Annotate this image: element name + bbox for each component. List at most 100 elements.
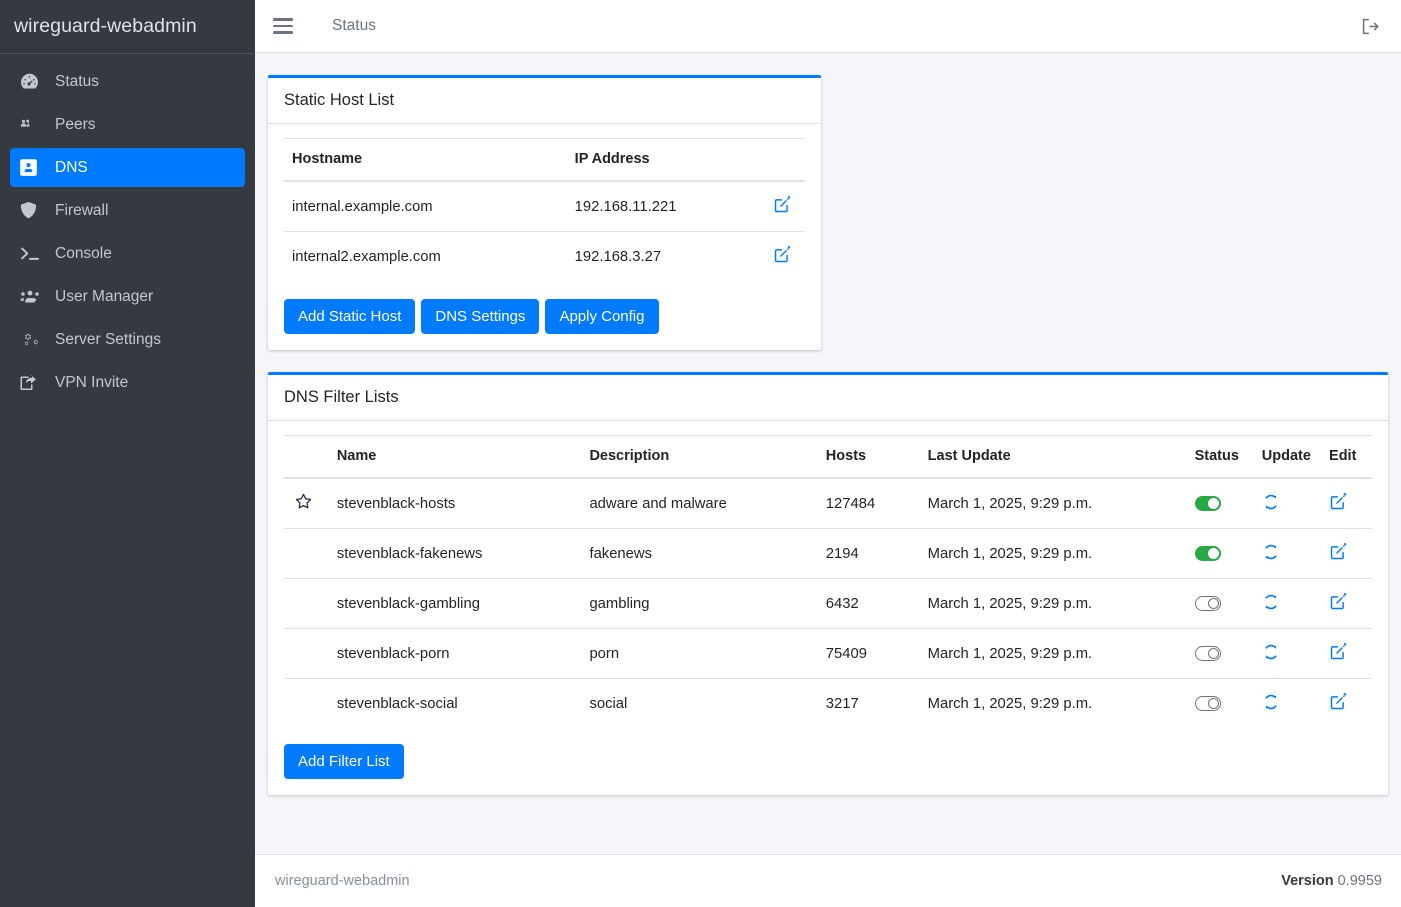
table-header-row: Hostname IP Address [284,138,805,182]
column-header-actions [765,138,805,182]
terminal-icon [20,245,46,263]
edit-icon[interactable] [1329,542,1348,561]
column-header-hosts: Hosts [817,435,920,479]
status-toggle[interactable] [1194,496,1221,512]
table-row: internal.example.com 192.168.11.221 [284,180,805,232]
cell-ip-address: 192.168.11.221 [566,180,766,232]
sidebar-item-label: Console [55,244,112,262]
status-toggle[interactable] [1194,546,1221,562]
cell-ip-address: 192.168.3.27 [566,231,766,281]
cell-name: stevenblack-gambling [328,578,582,629]
cell-status [1186,678,1254,728]
footer-version: Version 0.9959 [1281,873,1382,889]
refresh-icon[interactable] [1262,593,1280,611]
edit-icon[interactable] [1329,692,1348,711]
add-filter-list-button[interactable]: Add Filter List [284,744,404,779]
cell-favorite [284,528,329,579]
dns-filter-actions: Add Filter List [284,744,1372,779]
table-row: stevenblack-fakenews fakenews 2194 March 1,… [284,528,1372,579]
apply-config-button[interactable]: Apply Config [545,299,659,334]
cell-update [1253,578,1322,629]
cell-hosts: 127484 [817,477,920,529]
edit-icon[interactable] [773,195,792,214]
refresh-icon[interactable] [1262,693,1280,711]
sidebar-item-console[interactable]: Console [10,234,245,273]
cell-edit [1321,678,1372,728]
edit-icon[interactable] [1329,492,1348,511]
sidebar-item-label: Server Settings [55,330,161,348]
topbar-title[interactable]: Status [332,17,376,34]
brand-title: wireguard-webadmin [0,0,255,54]
sidebar-item-status[interactable]: Status [10,62,245,101]
cell-last-update: March 1, 2025, 9:29 p.m. [919,678,1187,728]
cell-favorite [284,477,329,529]
dns-settings-button[interactable]: DNS Settings [421,299,540,334]
peers-icon [20,116,46,134]
cell-update [1253,678,1322,728]
static-host-table-body: internal.example.com 192.168.11.221 inte… [284,180,805,281]
cell-actions [765,180,805,232]
cell-description: adware and malware [581,477,818,529]
share-square-icon [20,374,46,392]
cell-edit [1321,578,1372,629]
cell-status [1186,477,1254,529]
static-host-list-body: Hostname IP Address internal.example.com… [268,124,821,350]
table-row: stevenblack-porn porn 75409 March 1, 2025, … [284,628,1372,679]
cell-actions [765,231,805,281]
status-toggle[interactable] [1194,696,1221,712]
sidebar-nav: Status Peers DNS Firewall [0,54,255,406]
table-header-row: Name Description Hosts Last Update Statu… [284,435,1372,479]
sidebar-item-label: Firewall [55,201,109,219]
cell-update [1253,528,1322,579]
cell-status [1186,578,1254,629]
dns-filter-table-head: Name Description Hosts Last Update Statu… [284,435,1372,479]
add-static-host-button[interactable]: Add Static Host [284,299,416,334]
edit-icon[interactable] [1329,592,1348,611]
sidebar-item-peers[interactable]: Peers [10,105,245,144]
cell-name: stevenblack-fakenews [328,528,582,579]
star-icon[interactable] [294,492,313,511]
sidebar-item-firewall[interactable]: Firewall [10,191,245,230]
refresh-icon[interactable] [1262,643,1280,661]
sidebar-item-dns[interactable]: DNS [10,148,245,187]
dns-filter-lists-card: DNS Filter Lists Name Description Hosts … [268,372,1388,795]
column-header-ip-address: IP Address [566,138,766,182]
cell-name: stevenblack-social [328,678,582,728]
edit-icon[interactable] [773,245,792,264]
column-header-favorite [284,435,329,479]
edit-icon[interactable] [1329,642,1348,661]
sidebar-item-vpn-invite[interactable]: VPN Invite [10,363,245,402]
dns-filter-lists-header: DNS Filter Lists [268,375,1388,421]
shield-icon [20,202,46,220]
cell-name: stevenblack-hosts [328,477,582,529]
refresh-icon[interactable] [1262,543,1280,561]
cell-hosts: 75409 [817,628,920,679]
hamburger-icon[interactable] [273,18,293,34]
sidebar-item-label: User Manager [55,287,154,305]
column-header-update: Update [1253,435,1322,479]
footer-brand: wireguard-webadmin [275,873,410,889]
column-header-name: Name [328,435,582,479]
status-toggle[interactable] [1194,646,1221,662]
cell-last-update: March 1, 2025, 9:29 p.m. [919,477,1187,529]
footer-version-value: 0.9959 [1337,873,1382,889]
static-host-table-head: Hostname IP Address [284,138,805,182]
status-toggle[interactable] [1194,596,1221,612]
refresh-icon[interactable] [1262,493,1280,511]
sign-out-icon[interactable] [1356,12,1384,40]
cell-last-update: March 1, 2025, 9:29 p.m. [919,628,1187,679]
cell-hosts: 6432 [817,578,920,629]
cell-status [1186,528,1254,579]
sidebar-item-user-manager[interactable]: User Manager [10,277,245,316]
column-header-edit: Edit [1321,435,1372,479]
table-row: stevenblack-gambling gambling 6432 March 1,… [284,578,1372,629]
cell-hosts: 3217 [817,678,920,728]
sidebar-item-label: Peers [55,115,96,133]
content-area: Static Host List Hostname IP Address [255,53,1401,854]
cell-favorite [284,628,329,679]
cell-hostname: internal.example.com [284,180,567,232]
sidebar-item-label: VPN Invite [55,373,129,391]
table-row: stevenblack-hosts adware and malware 12748… [284,477,1372,529]
sidebar-item-server-settings[interactable]: Server Settings [10,320,245,359]
